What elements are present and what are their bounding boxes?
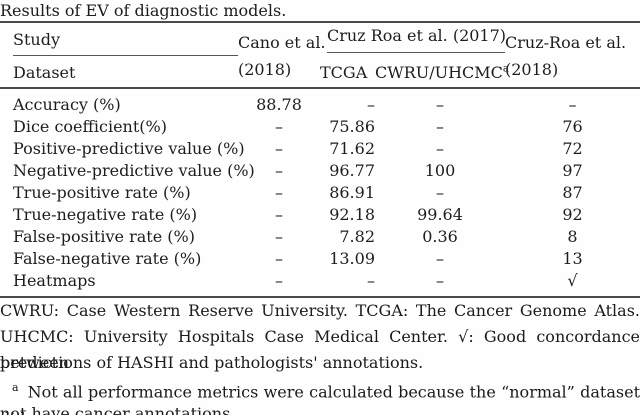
tcga-value: 86.91 (329, 182, 375, 202)
footnote-text: Not all performance metrics were calcula… (0, 382, 640, 415)
cano-value: – (275, 116, 283, 136)
note-line: CWRU: Case Western Reserve University. T… (0, 301, 640, 320)
results-table: Study Cano et al. (2018) Cruz Roa et al.… (13, 23, 640, 291)
tcga-value: 75.86 (329, 116, 375, 136)
cano-value: – (275, 270, 283, 290)
header-study: Study (13, 23, 238, 56)
metric-cell: True-positive rate (%) (13, 182, 191, 202)
table-row: False-negative rate (%) – 13.09 – 13 (13, 247, 640, 269)
footnote-marker-superscript: a (502, 63, 509, 75)
header-row-bottom: Dataset TCGA CWRU/UHCMCa (13, 56, 640, 90)
metric-cell: Accuracy (%) (13, 94, 121, 114)
header-cruz-roa-2017-label: Cruz Roa et al. (2017) (327, 25, 507, 45)
header-dataset: Dataset (13, 63, 76, 82)
cr2018-value: 72 (562, 138, 583, 158)
checkmark-value: √ (567, 270, 578, 290)
cr2018-value: 76 (562, 116, 583, 136)
cwru-value: – (436, 182, 444, 202)
cano-value: – (275, 226, 283, 246)
tcga-value: – (367, 94, 375, 114)
cwru-value: – (436, 138, 444, 158)
tcga-value: 13.09 (329, 248, 375, 268)
metric-cell: Heatmaps (13, 270, 96, 290)
metric-cell: Positive-predictive value (%) (13, 138, 245, 158)
table-bottom-rule (0, 296, 640, 298)
cr2018-value: 13 (562, 248, 583, 268)
note-line: predictions of HASHI and pathologists' a… (0, 352, 424, 372)
metric-cell: False-positive rate (%) (13, 226, 195, 246)
cwru-value: 99.64 (417, 204, 463, 224)
cano-value: – (275, 138, 283, 158)
cano-value: 88.78 (256, 94, 302, 114)
table-header-rule (0, 87, 640, 89)
header-cruz-roa-2017: Cruz Roa et al. (2017) (320, 23, 507, 56)
cwru-value: 100 (424, 160, 456, 180)
header-cano-et-al: Cano et al. (2018) (238, 33, 326, 79)
note-line: UHCMC: University Hospitals Case Medical… (0, 326, 640, 372)
cwru-value: 0.36 (422, 226, 458, 246)
metric-cell: False-negative rate (%) (13, 248, 202, 268)
table-body: Accuracy (%) 88.78 – – – Dice coefficien… (13, 89, 640, 291)
cwru-value: – (436, 248, 444, 268)
cr2018-value: 92 (562, 204, 583, 224)
header-tcga: TCGA (320, 62, 368, 82)
metric-cell: Negative-predictive value (%) (13, 160, 255, 180)
table-header: Study Cano et al. (2018) Cruz Roa et al.… (13, 23, 640, 89)
cano-value: – (275, 248, 283, 268)
tcga-value: 92.18 (329, 204, 375, 224)
cwru-value: – (436, 94, 444, 114)
table-row: True-negative rate (%) – 92.18 99.64 92 (13, 203, 640, 225)
cwru-value: – (436, 116, 444, 136)
header-cwru-uhcmc: CWRU/UHCMCa (375, 56, 509, 90)
cr2018-value: 87 (562, 182, 583, 202)
table-notes: CWRU: Case Western Reserve University. T… (0, 298, 640, 415)
tcga-value: – (367, 270, 375, 290)
cr2018-value: 97 (562, 160, 583, 180)
header-cruz-roa-2018: Cruz-Roa et al. (2018) (505, 33, 627, 79)
header-cwru-uhcmc-label: CWRU/UHCMC (375, 62, 503, 82)
cr2018-value: 8 (567, 226, 578, 246)
metric-cell: Dice coefficient(%) (13, 116, 167, 136)
table-top-rule (0, 21, 640, 23)
tcga-value: 96.77 (329, 160, 375, 180)
footnote-line: not have cancer annotations. (0, 404, 236, 415)
table-row: True-positive rate (%) – 86.91 – 87 (13, 181, 640, 203)
table-row: False-positive rate (%) – 7.82 0.36 8 (13, 225, 640, 247)
table-row: Heatmaps – – – √ (13, 269, 640, 291)
cano-value: – (275, 182, 283, 202)
footnote-line: a Not all performance metrics were calcul… (0, 375, 640, 415)
cwru-value: – (436, 270, 444, 290)
table-row: Negative-predictive value (%) – 96.77 10… (13, 159, 640, 181)
header-cruz-roa-2017-underline: Cruz Roa et al. (2017) (327, 25, 507, 53)
table-row: Dice coefficient(%) – 75.86 – 76 (13, 115, 640, 137)
header-row-top: Study Cano et al. (2018) Cruz Roa et al.… (13, 23, 640, 79)
cano-value: – (275, 204, 283, 224)
footnote-marker: a (12, 381, 19, 395)
table-row: Positive-predictive value (%) – 71.62 – … (13, 137, 640, 159)
tcga-value: 7.82 (339, 226, 375, 246)
cr2018-value: – (568, 94, 577, 114)
table-row: Accuracy (%) 88.78 – – – (13, 89, 640, 115)
metric-cell: True-negative rate (%) (13, 204, 198, 224)
tcga-value: 71.62 (329, 138, 375, 158)
cano-value: – (275, 160, 283, 180)
table-caption: Results of EV of diagnostic models. (0, 1, 287, 20)
